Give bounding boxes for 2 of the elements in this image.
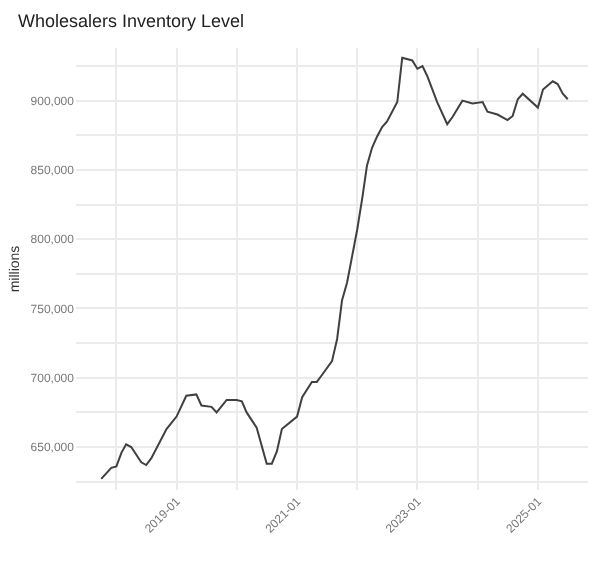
line-series [100, 56, 569, 480]
chart-title: Wholesalers Inventory Level [18, 10, 245, 31]
